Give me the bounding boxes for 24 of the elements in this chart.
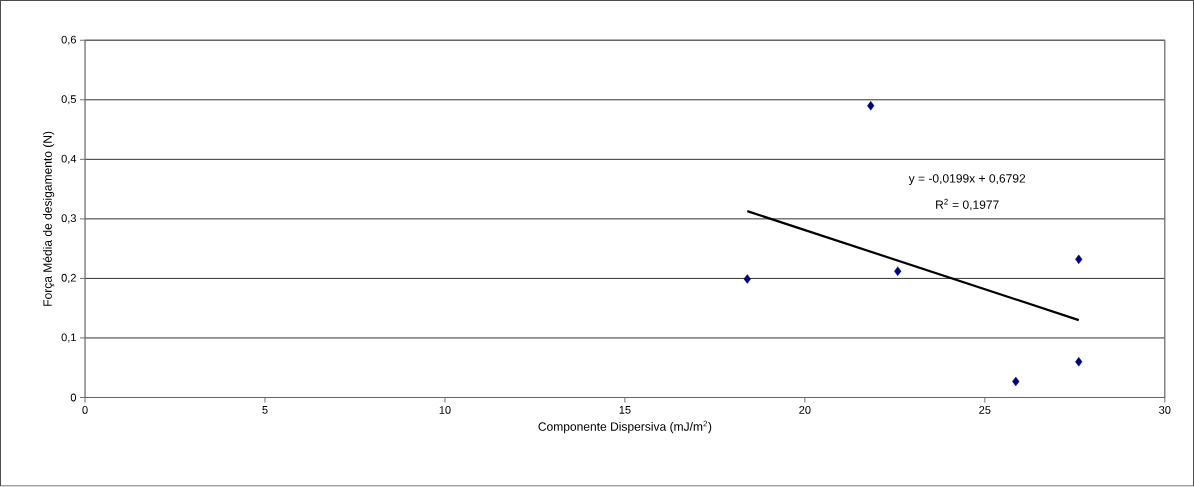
x-tick-label: 15 <box>619 406 631 414</box>
y-tick-label: 0,2 <box>61 274 76 284</box>
y-tick-label: 0,5 <box>61 95 76 105</box>
x-tick-label: 10 <box>439 406 451 415</box>
point <box>894 266 902 277</box>
point <box>743 274 751 284</box>
y-axis-title: Força Média de desigamento (N) <box>42 131 55 307</box>
point <box>1075 254 1083 265</box>
point <box>867 101 875 111</box>
y-tick-label: 0,1 <box>61 333 76 343</box>
point <box>1075 357 1083 367</box>
annotation: R$^{2}$ = 0,1977 <box>936 199 999 211</box>
annotation: y = -0,0199x + 0,6792 <box>908 174 1026 186</box>
point <box>1012 376 1020 387</box>
y-tick-label: 0,6 <box>61 35 76 46</box>
x-axis-title: Componente Dispersiva (mJ/m$^{2}$) <box>538 420 712 434</box>
x-tick-label: 25 <box>979 406 991 415</box>
y-tick-label: 0,3 <box>61 214 76 224</box>
y-tick-label: 0 <box>70 393 77 402</box>
x-tick-label: 0 <box>82 406 88 415</box>
x-tick-label: 20 <box>799 406 811 415</box>
y-tick-label: 0,4 <box>61 155 77 165</box>
x-tick-label: 30 <box>1159 406 1171 415</box>
x-tick-label: 5 <box>262 406 268 414</box>
